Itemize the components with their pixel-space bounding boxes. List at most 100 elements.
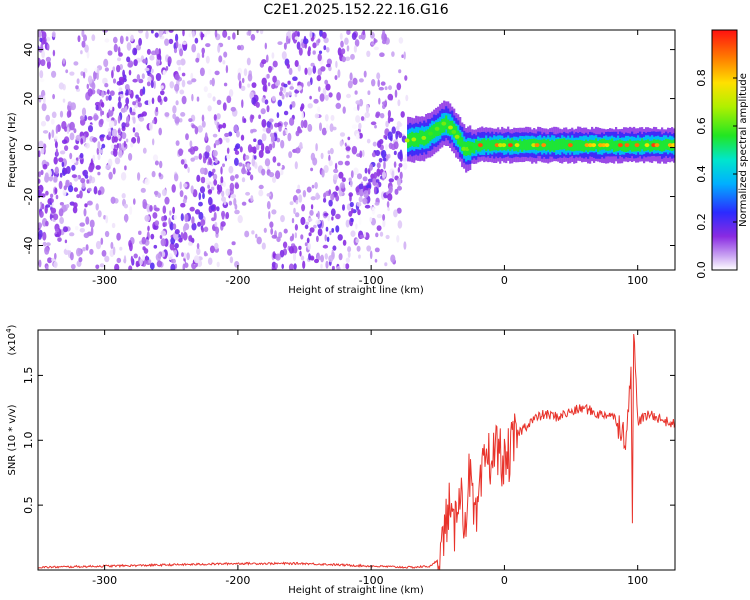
noise-speckle	[268, 118, 274, 123]
noise-speckle	[46, 60, 51, 69]
noise-speckle	[290, 82, 294, 88]
noise-speckle	[268, 65, 272, 73]
noise-speckle	[234, 183, 240, 190]
noise-speckle	[341, 177, 346, 183]
noise-speckle	[258, 150, 264, 158]
noise-speckle	[207, 92, 212, 99]
noise-speckle	[44, 172, 49, 180]
noise-speckle	[117, 57, 121, 62]
noise-speckle	[385, 120, 389, 128]
signal-band	[659, 140, 662, 152]
signal-band	[415, 132, 418, 147]
signal-peak	[468, 145, 473, 150]
signal-peak	[601, 143, 607, 148]
noise-speckle	[95, 240, 102, 250]
noise-speckle	[82, 247, 86, 252]
noise-speckle	[214, 70, 220, 76]
signal-peak	[514, 143, 520, 148]
signal-band	[553, 141, 556, 152]
noise-speckle	[387, 131, 393, 140]
noise-speckle	[375, 111, 381, 117]
noise-speckle	[279, 91, 283, 97]
y-tick-label: 1.0	[22, 432, 35, 450]
noise-speckle	[96, 72, 99, 80]
noise-speckle	[271, 95, 276, 102]
noise-speckle	[125, 138, 129, 143]
noise-speckle	[370, 121, 377, 126]
noise-speckle	[388, 185, 393, 194]
noise-speckle	[376, 162, 381, 169]
signal-band	[613, 141, 616, 152]
signal-peak	[534, 143, 540, 148]
noise-speckle	[81, 40, 86, 48]
noise-speckle	[345, 146, 351, 152]
noise-speckle	[250, 195, 254, 202]
noise-speckle	[301, 204, 306, 212]
noise-speckle	[111, 222, 116, 229]
noise-speckle	[110, 241, 114, 250]
noise-speckle	[183, 163, 188, 169]
noise-speckle	[161, 216, 165, 222]
noise-speckle	[149, 55, 155, 61]
noise-speckle	[228, 165, 234, 174]
noise-speckle	[237, 45, 241, 51]
noise-speckle	[388, 178, 394, 183]
noise-speckle	[337, 234, 343, 241]
noise-speckle	[391, 126, 396, 134]
noise-speckle	[324, 94, 329, 101]
noise-speckle	[127, 90, 132, 95]
noise-speckle	[111, 69, 114, 79]
noise-speckle	[341, 56, 346, 63]
noise-speckle	[169, 81, 175, 89]
noise-speckle	[317, 228, 323, 237]
noise-speckle	[40, 43, 44, 50]
noise-speckle	[50, 193, 54, 198]
noise-speckle	[340, 40, 344, 48]
noise-speckle	[179, 181, 182, 190]
y-tick-label: -40	[22, 237, 35, 255]
noise-speckle	[346, 45, 350, 52]
noise-speckle	[158, 127, 162, 136]
noise-speckle	[152, 138, 155, 146]
noise-speckle	[198, 153, 202, 160]
noise-speckle	[344, 37, 349, 45]
noise-speckle	[147, 225, 150, 232]
noise-speckle	[126, 115, 130, 124]
noise-speckle	[373, 186, 377, 195]
noise-speckle	[59, 216, 64, 225]
noise-speckle	[331, 265, 335, 270]
noise-speckle	[125, 89, 129, 96]
noise-speckle	[307, 103, 313, 109]
noise-speckle	[189, 140, 193, 148]
noise-speckle	[287, 80, 291, 85]
noise-speckle	[174, 73, 180, 81]
noise-speckle	[104, 136, 107, 141]
noise-speckle	[58, 157, 64, 163]
noise-speckle	[391, 170, 395, 179]
signal-band	[663, 140, 666, 151]
noise-speckle	[58, 208, 64, 217]
signal-band	[485, 140, 488, 151]
noise-speckle	[238, 80, 242, 89]
noise-speckle	[79, 190, 83, 199]
noise-speckle	[258, 189, 264, 197]
noise-speckle	[402, 158, 407, 162]
noise-speckle	[187, 241, 193, 246]
noise-speckle	[309, 227, 315, 233]
signal-band	[583, 141, 586, 152]
noise-speckle	[51, 129, 55, 138]
noise-speckle	[124, 84, 130, 91]
noise-speckle	[384, 33, 387, 42]
noise-speckle	[85, 244, 89, 251]
noise-speckle	[223, 82, 228, 87]
noise-speckle	[108, 131, 112, 137]
noise-speckle	[83, 34, 87, 42]
noise-speckle	[201, 52, 205, 58]
noise-speckle	[54, 135, 58, 140]
noise-speckle	[164, 38, 170, 46]
noise-speckle	[130, 111, 136, 116]
noise-speckle	[365, 184, 371, 189]
noise-speckle	[315, 219, 321, 225]
signal-peak	[421, 135, 427, 140]
noise-speckle	[328, 255, 334, 263]
